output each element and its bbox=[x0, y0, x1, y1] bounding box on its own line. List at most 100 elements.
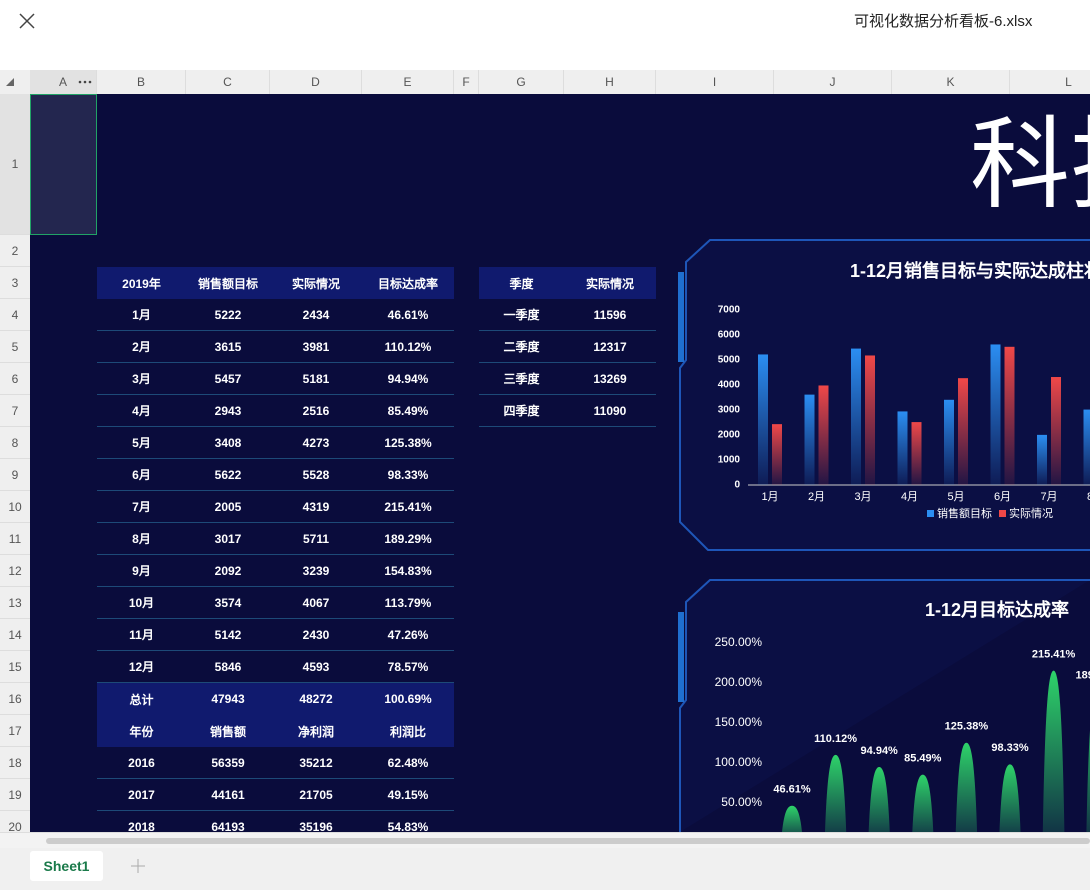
bar bbox=[955, 742, 978, 832]
charts: 1-12月销售目标与实际达成柱状图 0 1000 2000 3000 4000 5000 60… bbox=[678, 239, 1090, 832]
value-label: 189.29% bbox=[1075, 669, 1090, 681]
scroll-thumb[interactable] bbox=[46, 838, 1090, 844]
table-cell: 49.15% bbox=[362, 779, 454, 811]
table-cell: 215.41% bbox=[362, 491, 454, 523]
table-header-cell: 季度 bbox=[479, 267, 564, 299]
select-all[interactable] bbox=[6, 78, 16, 88]
value-label: 110.12% bbox=[814, 733, 857, 745]
add-sheet[interactable] bbox=[131, 859, 145, 873]
y-tick-label: 6000 bbox=[718, 330, 741, 341]
table-cell: 3981 bbox=[270, 331, 362, 363]
table-cell: 四季度 bbox=[479, 395, 564, 427]
table-header-cell: 48272 bbox=[270, 683, 362, 715]
y-tick-label: 0 bbox=[734, 480, 740, 491]
sheet-tab[interactable]: Sheet1 bbox=[30, 851, 103, 881]
table-cell: 47.26% bbox=[362, 619, 454, 651]
bar bbox=[824, 754, 847, 832]
table-cell: 8月 bbox=[97, 523, 186, 555]
table-cell: 9月 bbox=[97, 555, 186, 587]
bar bbox=[851, 348, 861, 485]
bar bbox=[1083, 409, 1090, 485]
table-cell: 11596 bbox=[564, 299, 656, 331]
top-bar: 可视化数据分析看板-6.xlsx bbox=[0, 0, 1090, 70]
y-tick-label: 250.00% bbox=[715, 635, 763, 649]
table-cell: 3月 bbox=[97, 363, 186, 395]
column-header: E bbox=[362, 70, 454, 94]
bar bbox=[897, 411, 908, 485]
table-cell: 46.61% bbox=[362, 299, 454, 331]
legend-label: 实际情况 bbox=[1009, 506, 1053, 520]
big-title: 科技 bbox=[970, 109, 1090, 221]
table-cell: 11090 bbox=[564, 395, 656, 427]
row-header: 18 bbox=[0, 747, 30, 779]
table-cell: 5月 bbox=[97, 427, 186, 459]
table-cell: 154.83% bbox=[362, 555, 454, 587]
table-header-cell: 销售额 bbox=[186, 715, 270, 747]
table-cell: 10月 bbox=[97, 587, 186, 619]
y-tick-label: 50.00% bbox=[721, 795, 762, 809]
column-header: F bbox=[454, 70, 479, 94]
x-tick-label: 1月 bbox=[761, 491, 778, 503]
table-header-cell: 实际情况 bbox=[564, 267, 656, 299]
row-header: 3 bbox=[0, 267, 30, 299]
column-header: J bbox=[774, 70, 892, 94]
bar bbox=[782, 805, 802, 832]
bar bbox=[911, 422, 922, 485]
table-cell: 5222 bbox=[186, 299, 270, 331]
file-title: 可视化数据分析看板-6.xlsx bbox=[854, 13, 1033, 30]
row-header: 2 bbox=[0, 235, 30, 267]
bar bbox=[772, 424, 782, 485]
table-header-cell: 2019年 bbox=[97, 267, 186, 299]
column-header: C bbox=[186, 70, 270, 94]
row-header: 20 bbox=[0, 811, 30, 832]
table-cell: 2005 bbox=[186, 491, 270, 523]
row-header: 14 bbox=[0, 619, 30, 651]
table-cell: 5181 bbox=[270, 363, 362, 395]
row-header: 19 bbox=[0, 779, 30, 811]
table-cell: 3615 bbox=[186, 331, 270, 363]
scrollbar[interactable] bbox=[0, 832, 1090, 848]
table-cell: 98.33% bbox=[362, 459, 454, 491]
table-header-cell: 47943 bbox=[186, 683, 270, 715]
y-tick-label: 150.00% bbox=[715, 715, 763, 729]
bar bbox=[804, 394, 815, 485]
close-button[interactable] bbox=[18, 12, 36, 30]
table-cell: 35196 bbox=[270, 811, 362, 833]
value-label: 46.61% bbox=[773, 784, 811, 796]
row-header: 17 bbox=[0, 715, 30, 747]
column-header: B bbox=[97, 70, 186, 94]
bar bbox=[1086, 730, 1090, 832]
x-tick-label: 5月 bbox=[947, 491, 964, 503]
table-cell: 11月 bbox=[97, 619, 186, 651]
row-header: 12 bbox=[0, 555, 30, 587]
table-cell: 2月 bbox=[97, 331, 186, 363]
table-cell: 2017 bbox=[97, 779, 186, 811]
table-cell: 2516 bbox=[270, 395, 362, 427]
row-header: 11 bbox=[0, 523, 30, 555]
column-header: A bbox=[30, 70, 97, 94]
legend-swatch bbox=[999, 510, 1006, 517]
table-header-cell: 实际情况 bbox=[270, 267, 362, 299]
table-cell: 4273 bbox=[270, 427, 362, 459]
value-label: 215.41% bbox=[1032, 649, 1076, 661]
x-tick-label: 4月 bbox=[901, 491, 918, 503]
table-header-cell: 销售额目标 bbox=[186, 267, 270, 299]
table-cell: 二季度 bbox=[479, 331, 564, 363]
row-header: 8 bbox=[0, 427, 30, 459]
table-cell: 5528 bbox=[270, 459, 362, 491]
y-tick-label: 4000 bbox=[718, 380, 741, 391]
column-header: I bbox=[656, 70, 774, 94]
bar bbox=[1004, 346, 1015, 485]
selected-cell bbox=[30, 94, 97, 235]
row-header: 13 bbox=[0, 587, 30, 619]
table-cell: 3239 bbox=[270, 555, 362, 587]
column-menu[interactable] bbox=[78, 80, 92, 84]
table-cell: 1月 bbox=[97, 299, 186, 331]
table-cell: 54.83% bbox=[362, 811, 454, 833]
column-header: K bbox=[892, 70, 1010, 94]
value-label: 85.49% bbox=[904, 753, 942, 765]
table-header-cell: 总计 bbox=[97, 683, 186, 715]
table-cell: 5846 bbox=[186, 651, 270, 683]
column-header: H bbox=[564, 70, 656, 94]
